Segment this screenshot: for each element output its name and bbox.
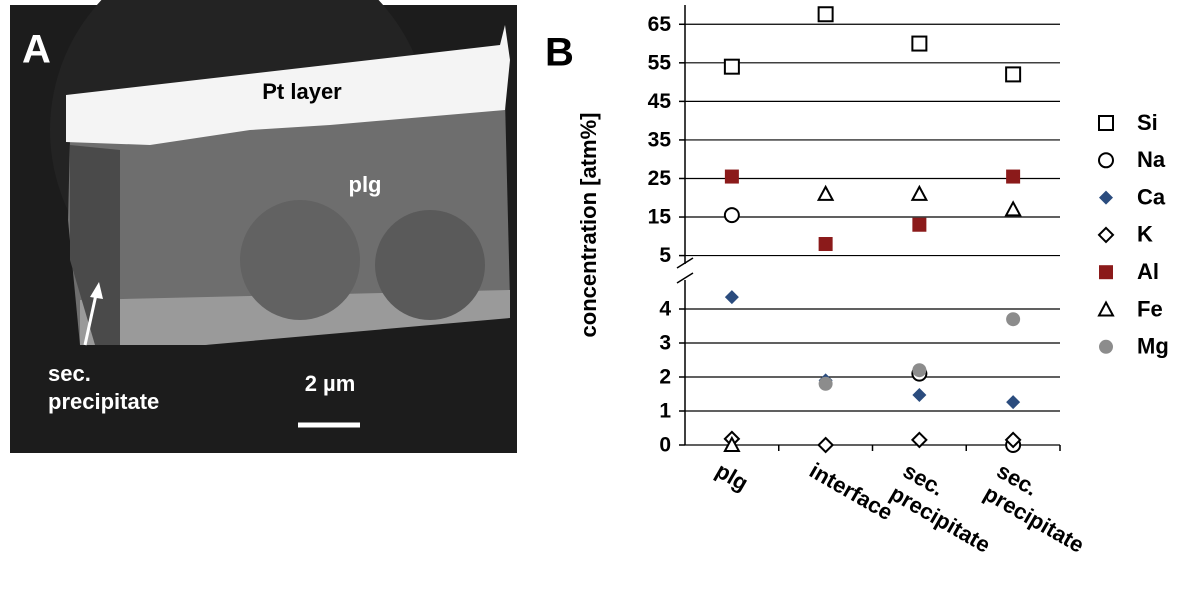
image-texture [240,200,360,320]
data-point [912,217,927,232]
y-tick-label: 2 [659,366,671,389]
x-tick-label: plg [711,458,752,496]
axis-break [676,272,694,284]
y-tick-label: 45 [648,90,672,113]
data-point [724,169,739,184]
data-point [1006,169,1021,184]
x-tick-label: sec. precipitate [980,458,1102,558]
y-axis-label: concentration [atm%] [576,113,601,338]
data-point [818,237,833,252]
legend-marker [1099,190,1113,205]
y-tick-label: 25 [648,167,672,190]
legend-label: Fe [1137,296,1163,321]
data-point [911,35,928,52]
precipitate-region [70,145,120,345]
y-tick-label: 55 [648,51,672,74]
data-point [724,290,739,305]
legend-marker [1099,339,1113,354]
legend-marker [1098,115,1114,131]
legend-marker [1097,226,1115,244]
y-tick-label: 65 [648,13,672,36]
y-tick-label: 35 [648,128,672,151]
pt-layer [66,25,510,145]
data-point [1005,66,1022,83]
legend-label: Mg [1137,334,1169,359]
data-point [817,6,834,23]
annotation: sec. precipitate [48,361,159,414]
panel-label: B [545,31,574,75]
y-tick-label: 0 [659,434,671,457]
data-point [723,207,740,224]
data-point [1006,395,1021,410]
axis-break [676,257,694,269]
y-tick-label: 4 [659,298,671,321]
annotation: Pt layer [262,79,342,104]
x-tick-label: interface [805,458,897,526]
data-point [912,388,927,403]
data-point [910,431,928,449]
annotation: plg [349,172,382,197]
data-point [1004,431,1022,449]
y-tick-label: 1 [659,400,671,423]
legend-label: Si [1137,110,1158,135]
legend-label: K [1137,222,1153,247]
data-point [910,184,929,201]
y-tick-label: 15 [648,206,672,229]
legend-label: Ca [1137,184,1166,209]
image-texture [375,210,485,320]
arrow [83,289,99,346]
legend-label: Al [1137,259,1159,284]
y-tick-label: 3 [659,332,671,355]
panel-label: A [22,28,51,72]
data-point [912,363,927,378]
data-point [817,436,835,454]
y-tick-label: 5 [659,244,671,267]
x-tick-label: sec. precipitate [886,458,1008,558]
legend-marker [1098,152,1114,169]
arrow-head [90,282,103,299]
sem-image: A Pt layer plg sec. precipitate 2 µm [10,0,517,453]
legend-marker [1097,300,1115,317]
data-point [1004,200,1022,217]
data-point [816,184,835,201]
data-point [723,435,741,452]
data-point [1006,312,1021,327]
data-point [723,58,740,75]
legend-marker [1099,265,1113,280]
annotation: 2 µm [305,371,356,396]
data-point [818,376,833,391]
legend-label: Na [1137,147,1166,172]
